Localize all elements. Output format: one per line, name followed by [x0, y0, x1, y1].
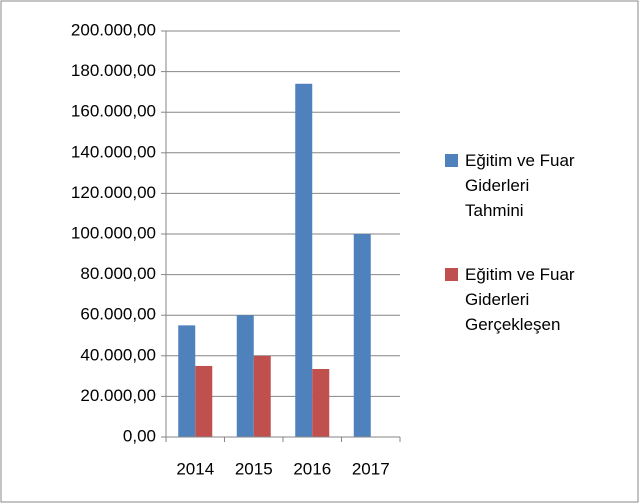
bar — [295, 83, 313, 437]
legend-swatch — [445, 154, 458, 167]
y-tick-label: 40.000,00 — [80, 345, 156, 364]
legend-label: Eğitim ve Fuar Giderleri Tahmini — [465, 151, 575, 220]
x-tick-label: 2014 — [176, 459, 214, 478]
y-tick-label: 80.000,00 — [80, 264, 156, 283]
x-tick-label: 2015 — [235, 459, 273, 478]
bar — [195, 365, 213, 437]
y-tick-label: 60.000,00 — [80, 305, 156, 324]
bar — [253, 355, 271, 437]
bar — [236, 315, 254, 437]
y-tick-label: 160.000,00 — [71, 102, 156, 121]
y-tick-label: 0,00 — [123, 426, 156, 445]
legend-entry: Eğitim ve Fuar Giderleri Gerçekleşen — [445, 262, 585, 337]
x-tick-label: 2017 — [352, 459, 390, 478]
legend-entry: Eğitim ve Fuar Giderleri Tahmini — [445, 148, 585, 223]
y-tick-label: 20.000,00 — [80, 386, 156, 405]
bar — [312, 368, 330, 437]
y-tick-label: 100.000,00 — [71, 223, 156, 242]
bar — [353, 234, 371, 437]
legend-label: Eğitim ve Fuar Giderleri Gerçekleşen — [465, 265, 575, 334]
y-tick-label: 180.000,00 — [71, 61, 156, 80]
x-tick-label: 2016 — [293, 459, 331, 478]
y-tick-label: 200.000,00 — [71, 20, 156, 39]
legend-swatch — [445, 268, 458, 281]
bar — [178, 325, 196, 437]
y-tick-label: 120.000,00 — [71, 183, 156, 202]
y-tick-label: 140.000,00 — [71, 142, 156, 161]
